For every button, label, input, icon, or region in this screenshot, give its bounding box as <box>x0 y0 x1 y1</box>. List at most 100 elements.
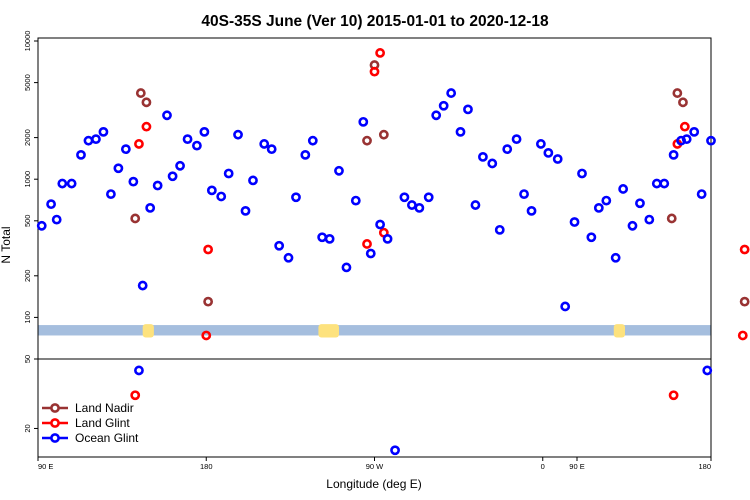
data-point <box>362 135 372 146</box>
data-point <box>240 205 251 216</box>
y-tick-label: 500 <box>23 215 32 228</box>
data-point <box>128 176 139 187</box>
data-point <box>535 139 546 149</box>
data-point <box>375 219 386 230</box>
data-point <box>390 445 400 456</box>
data-point <box>135 88 146 98</box>
data-point <box>423 192 434 203</box>
land-mark <box>318 324 339 338</box>
data-point <box>206 185 217 196</box>
x-axis-label: Longitude (deg E) <box>326 477 421 491</box>
data-point <box>678 97 688 108</box>
data-point <box>478 151 488 162</box>
data-point <box>145 202 156 213</box>
data-point <box>162 110 172 121</box>
data-point <box>216 191 227 202</box>
data-point <box>120 144 131 155</box>
data-point <box>519 189 529 200</box>
data-point <box>203 244 214 255</box>
data-point <box>175 160 185 171</box>
data-point <box>577 168 587 179</box>
axes-layer: 20 50 100 200 500 1000 2000 5000 10000 90 E 180 90 … <box>23 31 712 471</box>
data-point <box>463 104 473 115</box>
data-point <box>739 296 750 307</box>
data-point <box>689 126 700 137</box>
y-axis-label: N Total <box>0 226 13 263</box>
data-point <box>672 88 683 98</box>
legend-marker <box>50 433 60 443</box>
data-point <box>113 163 124 174</box>
data-point <box>526 205 537 216</box>
data-point <box>192 140 202 151</box>
data-point <box>382 233 393 244</box>
data-point <box>369 66 380 77</box>
data-point <box>593 202 604 213</box>
data-point <box>446 88 457 98</box>
y-tick-label: 100 <box>23 311 32 324</box>
land-mark <box>613 324 626 338</box>
data-point <box>141 121 152 132</box>
y-tick-label: 200 <box>23 270 32 283</box>
data-point <box>167 171 178 182</box>
data-point <box>283 252 294 263</box>
data-point <box>739 244 750 255</box>
land-marks-layer <box>142 324 626 338</box>
data-point <box>141 97 152 108</box>
data-point <box>511 134 522 145</box>
data-point <box>130 390 141 401</box>
data-point <box>362 239 372 249</box>
data-point <box>324 233 335 244</box>
data-point <box>375 48 386 58</box>
data-point <box>635 198 645 209</box>
data-point <box>203 296 214 307</box>
data-point <box>455 126 466 137</box>
data-point <box>659 178 670 189</box>
data-point <box>470 200 481 210</box>
data-point <box>702 365 713 376</box>
data-point <box>76 149 86 160</box>
data-point <box>552 154 563 164</box>
data-point <box>399 192 410 203</box>
data-point <box>317 232 328 243</box>
data-point <box>737 330 748 341</box>
data-point <box>668 390 679 401</box>
data-point <box>137 280 148 291</box>
data-point <box>679 121 690 132</box>
band-layer <box>38 325 711 336</box>
y-tick-label: 20 <box>23 424 32 432</box>
data-point <box>601 195 612 206</box>
data-point <box>36 220 47 231</box>
data-point <box>341 262 352 273</box>
data-point <box>681 134 692 145</box>
data-point <box>83 135 94 146</box>
data-point <box>560 301 571 312</box>
data-point <box>414 202 425 213</box>
data-point <box>487 158 498 169</box>
data-point <box>543 147 554 158</box>
data-point <box>201 330 212 341</box>
data-point <box>291 192 301 203</box>
data-point <box>668 149 679 160</box>
legend-label: Land Glint <box>75 416 130 430</box>
land-mark <box>142 324 154 338</box>
data-point <box>618 184 629 194</box>
data-point <box>666 213 677 224</box>
y-tick-label: 50 <box>23 355 32 363</box>
x-tick-label: 180 <box>200 462 213 471</box>
x-tick-label: 90 E <box>38 462 53 471</box>
data-point <box>406 200 417 210</box>
chart-title: 40S-35S June (Ver 10) 2015-01-01 to 2020… <box>201 13 549 30</box>
legend-marker <box>50 403 60 413</box>
data-point <box>248 175 258 186</box>
data-point <box>569 217 580 227</box>
reference-band <box>38 325 711 336</box>
data-point <box>696 189 707 200</box>
data-point <box>644 214 655 225</box>
data-point <box>66 178 77 189</box>
data-point <box>182 134 193 145</box>
data-point <box>46 199 56 210</box>
x-tick-label: 180 <box>698 462 711 471</box>
data-point <box>134 139 144 149</box>
data-point <box>130 213 141 224</box>
